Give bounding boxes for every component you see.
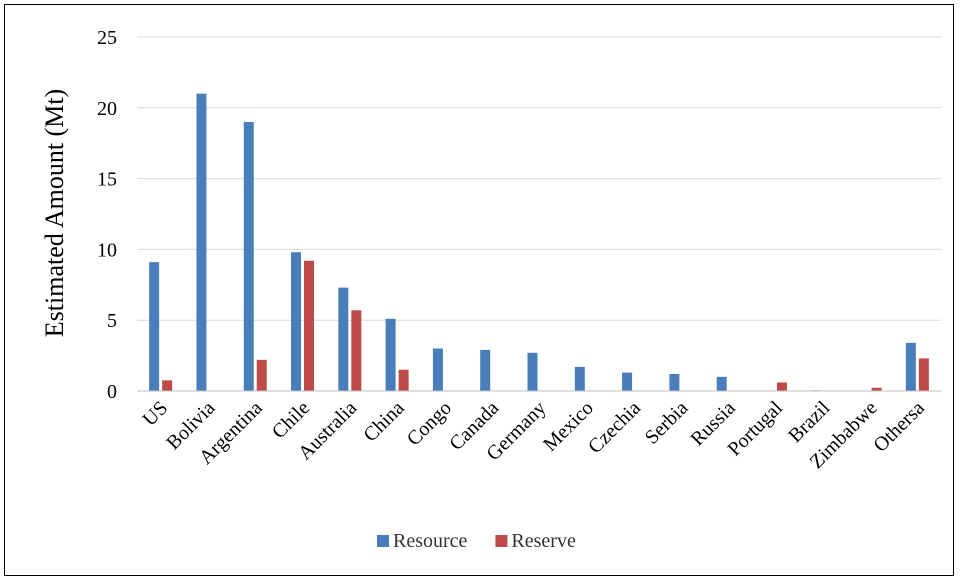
y-tick-label: 20: [97, 98, 117, 120]
y-tick-label: 15: [97, 169, 117, 191]
bar-reserve-othersa: [919, 358, 929, 391]
chart-frame: 0 5 10 15 20 25 US Bolivia Argentina Chile Austra…: [4, 4, 954, 576]
bar-resource-czechia: [622, 373, 632, 391]
bar-resource-russia: [717, 377, 727, 391]
bars: [149, 94, 929, 391]
bar-resource-argentina: [244, 122, 254, 391]
bar-resource-congo: [433, 349, 443, 391]
bar-reserve-china: [399, 370, 409, 391]
bar-resource-canada: [480, 350, 490, 391]
y-tick-label: 25: [97, 27, 117, 49]
legend-label-reserve: Reserve: [511, 530, 576, 552]
y-axis-ticks: 0 5 10 15 20 25: [97, 27, 117, 403]
bar-resource-australia: [338, 288, 348, 391]
bar-reserve-australia: [351, 310, 361, 391]
x-tick-label: Othersa: [869, 397, 929, 457]
y-tick-label: 10: [97, 239, 117, 261]
bar-resource-us: [149, 262, 159, 391]
gridlines: [137, 37, 941, 320]
bar-resource-chile: [291, 252, 301, 391]
x-tick-label: Czechia: [584, 397, 645, 458]
bar-resource-germany: [528, 353, 538, 391]
bar-reserve-argentina: [257, 360, 267, 391]
bar-resource-mexico: [575, 367, 585, 391]
y-tick-label: 0: [107, 381, 117, 403]
x-tick-label: Serbia: [641, 397, 693, 449]
bar-resource-china: [386, 319, 396, 391]
x-tick-label: China: [359, 397, 408, 446]
legend: Resource Reserve: [377, 530, 576, 552]
legend-swatch-resource: [377, 535, 389, 547]
y-tick-label: 5: [107, 310, 117, 332]
legend-label-resource: Resource: [393, 530, 468, 552]
bar-resource-bolivia: [196, 94, 206, 391]
x-tick-label: US: [139, 397, 173, 431]
bar-resource-serbia: [669, 374, 679, 391]
bar-reserve-us: [162, 380, 172, 391]
bar-reserve-chile: [304, 261, 314, 391]
bar-reserve-portugal: [777, 383, 787, 391]
legend-swatch-reserve: [495, 535, 507, 547]
y-axis-title: Estimated Amount (Mt): [40, 89, 69, 337]
bar-resource-othersa: [906, 343, 916, 391]
